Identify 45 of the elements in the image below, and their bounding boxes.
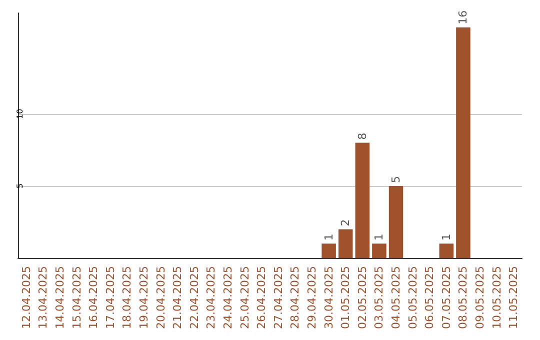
x-tick-label: 17.04.2025: [104, 266, 117, 330]
x-tick-label: 27.04.2025: [272, 266, 285, 330]
x-tick-label: 21.04.2025: [171, 266, 184, 330]
x-tick-label: 23.04.2025: [204, 266, 218, 330]
x-tick-label: 06.05.2025: [423, 266, 436, 330]
x-tick-label: 19.04.2025: [138, 266, 150, 330]
x-tick-label: 11.05.2025: [507, 266, 520, 330]
x-tick-label: 28.04.2025: [288, 266, 302, 330]
x-tick-label: 26.04.2025: [255, 266, 268, 330]
x-tick-label: 07.05.2025: [440, 266, 453, 330]
data-label: 2: [339, 219, 352, 226]
x-tick-label: 12.04.2025: [20, 266, 33, 330]
bar: [338, 229, 353, 258]
x-tick-label: 01.05.2025: [339, 266, 352, 330]
data-label: 16: [456, 10, 470, 24]
data-label: 1: [322, 234, 336, 241]
bar: [372, 244, 386, 258]
x-tick-label: 24.04.2025: [222, 266, 234, 330]
x-tick-label: 20.04.2025: [154, 266, 168, 330]
bar: [355, 142, 370, 258]
x-tick-label: 03.05.2025: [372, 266, 386, 330]
bar: [439, 244, 454, 258]
bar: [322, 244, 336, 258]
bar: [388, 186, 404, 258]
x-tick-label: 09.05.2025: [474, 266, 486, 330]
x-tick-label: 08.05.2025: [456, 266, 470, 330]
x-tick-label: 05.05.2025: [406, 266, 420, 330]
x-tick-label: 16.04.2025: [87, 266, 100, 330]
x-tick-label: 25.04.2025: [238, 266, 252, 330]
x-tick-label: 29.04.2025: [306, 266, 318, 330]
data-label: 1: [440, 234, 453, 241]
x-tick-label: 04.05.2025: [390, 266, 402, 330]
data-label: 8: [356, 132, 369, 140]
data-label: 5: [390, 176, 402, 183]
y-tick-label: 10: [16, 108, 24, 119]
x-tick-label: 14.04.2025: [54, 266, 66, 330]
x-tick-label: 10.05.2025: [490, 266, 504, 330]
x-tick-label: 02.05.2025: [356, 266, 369, 330]
data-label: 1: [372, 234, 386, 241]
x-tick-label: 30.04.2025: [322, 266, 336, 330]
x-tick-label: 22.04.2025: [188, 266, 201, 330]
bar: [456, 27, 470, 258]
x-tick-label: 13.04.2025: [36, 266, 50, 330]
x-tick-label: 15.04.2025: [70, 266, 84, 330]
x-tick-label: 18.04.2025: [120, 266, 134, 330]
